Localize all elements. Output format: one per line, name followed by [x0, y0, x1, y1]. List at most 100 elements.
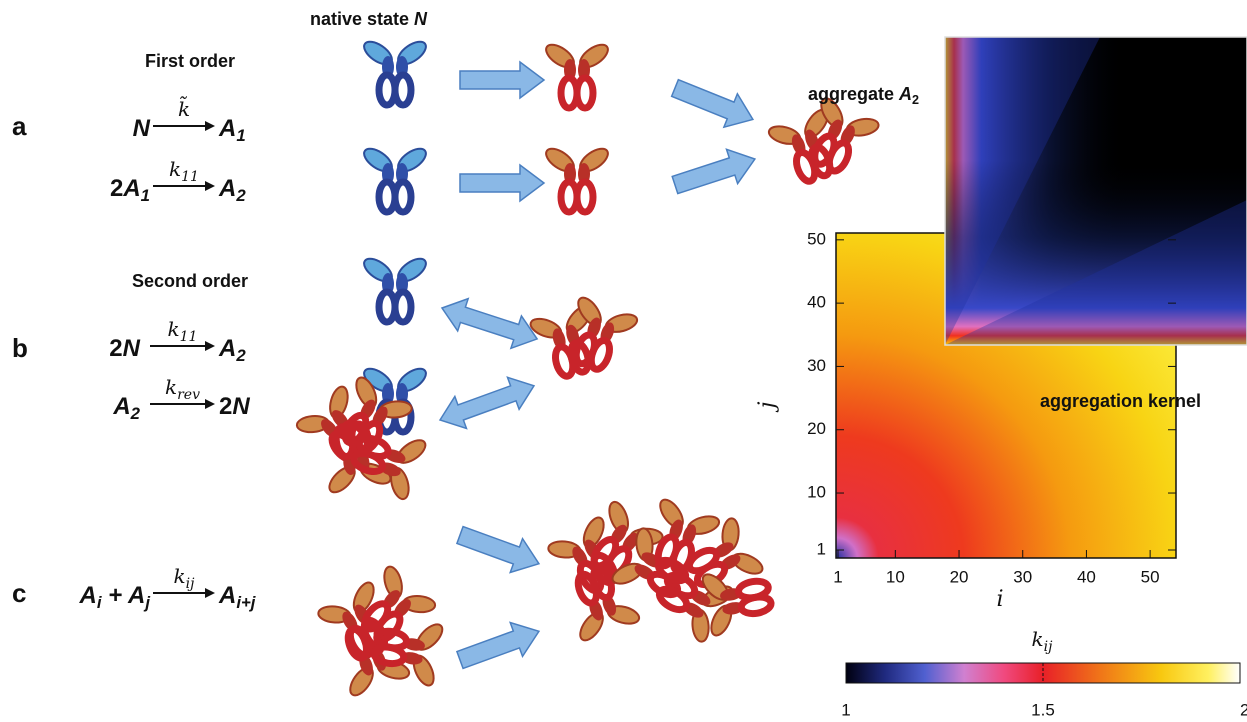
reactant: A2 — [112, 393, 140, 423]
subscript: 2 — [912, 93, 919, 107]
subscript: 1 — [236, 126, 245, 145]
text-part: aggregate — [808, 84, 899, 104]
text-part: A — [79, 582, 97, 609]
subscript: 1 — [141, 186, 150, 205]
reactant: N — [133, 115, 151, 142]
subscript: 11 — [181, 169, 199, 185]
arrow — [459, 164, 545, 202]
subscript: 11 — [180, 329, 198, 345]
product: A2 — [218, 175, 246, 205]
double-arrow — [433, 369, 541, 437]
arrow — [459, 61, 545, 99]
panel-title: First order — [145, 51, 235, 71]
subscript: i — [97, 593, 102, 612]
y-tick-label: 30 — [807, 356, 826, 375]
arrow — [453, 613, 546, 678]
subscript: 2 — [235, 346, 246, 365]
panel-title: Second order — [132, 271, 248, 291]
y-tick-label: 1 — [817, 539, 826, 558]
arrow-head — [205, 341, 215, 351]
rate-constant: krev — [165, 375, 200, 404]
x-tick-label: 1 — [833, 567, 842, 586]
rate-constant: k11 — [168, 317, 198, 346]
arrow-head — [205, 399, 215, 409]
double-arrow — [435, 291, 544, 356]
product: A2 — [218, 335, 246, 365]
native-antibody — [360, 144, 429, 212]
aggregate-label: aggregate A2 — [808, 84, 919, 108]
panel-label: b — [12, 333, 28, 363]
arrow — [668, 141, 762, 203]
subscript: j — [143, 593, 150, 612]
subscript: rev — [177, 387, 200, 403]
x-axis-label: i — [996, 587, 1003, 612]
y-tick-label: 10 — [807, 483, 826, 502]
arrow — [453, 517, 546, 582]
dimer-aggregate — [525, 291, 644, 383]
reactant: Ai + Aj — [79, 582, 151, 612]
text-part: A — [127, 582, 145, 609]
rate-constant: k̃ — [178, 94, 190, 120]
reactant: 2N — [109, 335, 140, 362]
arrow-head — [205, 181, 215, 191]
x-tick-label: 50 — [1141, 567, 1160, 586]
y-tick-label: 20 — [807, 419, 826, 438]
plot-label: aggregation kernel — [1040, 391, 1201, 411]
text-part: N — [123, 335, 141, 362]
arrow-head — [205, 121, 215, 131]
text-part: A — [122, 175, 140, 202]
x-tick-label: 20 — [950, 567, 969, 586]
native-label: native state N — [310, 9, 428, 29]
monomer-aggregate — [542, 144, 611, 212]
subscript: 2 — [235, 186, 246, 205]
symbol: N — [414, 9, 428, 29]
text-part: k — [165, 375, 177, 399]
text-part: A — [218, 582, 236, 609]
rate-constant: kij — [174, 564, 196, 593]
text-part: native state — [310, 9, 414, 29]
colorbar-tick-label: 1.5 — [1031, 700, 1055, 719]
product: Ai+j — [218, 582, 256, 612]
monomer-aggregate — [542, 40, 611, 108]
panel-label: a — [12, 111, 27, 141]
product: 2N — [219, 393, 250, 420]
symbol: A — [898, 84, 912, 104]
large-aggregate — [541, 493, 775, 649]
inset-heatmap — [944, 36, 1247, 346]
text-part: + — [102, 582, 128, 609]
text-part: k — [1032, 627, 1044, 651]
native-antibody — [360, 37, 429, 105]
subscript: i+j — [236, 593, 255, 612]
x-tick-label: 40 — [1077, 567, 1096, 586]
arrow-head — [205, 588, 215, 598]
x-tick-label: 30 — [1013, 567, 1032, 586]
arrow — [667, 70, 761, 137]
dimer-aggregate — [762, 91, 885, 190]
text-part: 2 — [109, 335, 122, 362]
text-part: A — [218, 115, 236, 142]
reactant: 2A1 — [110, 175, 150, 205]
text-part: k — [169, 157, 181, 181]
y-tick-label: 40 — [807, 293, 826, 312]
x-tick-label: 10 — [886, 567, 905, 586]
y-tick-label: 50 — [807, 229, 826, 248]
native-antibody — [360, 254, 429, 322]
text-part: A — [218, 335, 236, 362]
y-axis-label: j — [755, 401, 780, 413]
product: A1 — [218, 115, 246, 145]
text-part: k̃ — [178, 94, 190, 120]
text-part: 2 — [110, 175, 123, 202]
text-part: A — [112, 393, 130, 420]
rate-constant: k11 — [169, 157, 199, 186]
subscript: 2 — [130, 404, 141, 423]
colorbar-tick-label: 1 — [841, 700, 850, 719]
text-part: N — [232, 393, 250, 420]
subscript: ij — [186, 576, 195, 592]
text-part: k — [168, 317, 180, 341]
text-part: 2 — [219, 393, 232, 420]
colorbar-tick-label: 2 — [1240, 700, 1247, 719]
text-part: A — [218, 175, 236, 202]
oligomer-aggregate — [311, 559, 448, 703]
subscript: ij — [1044, 639, 1053, 655]
